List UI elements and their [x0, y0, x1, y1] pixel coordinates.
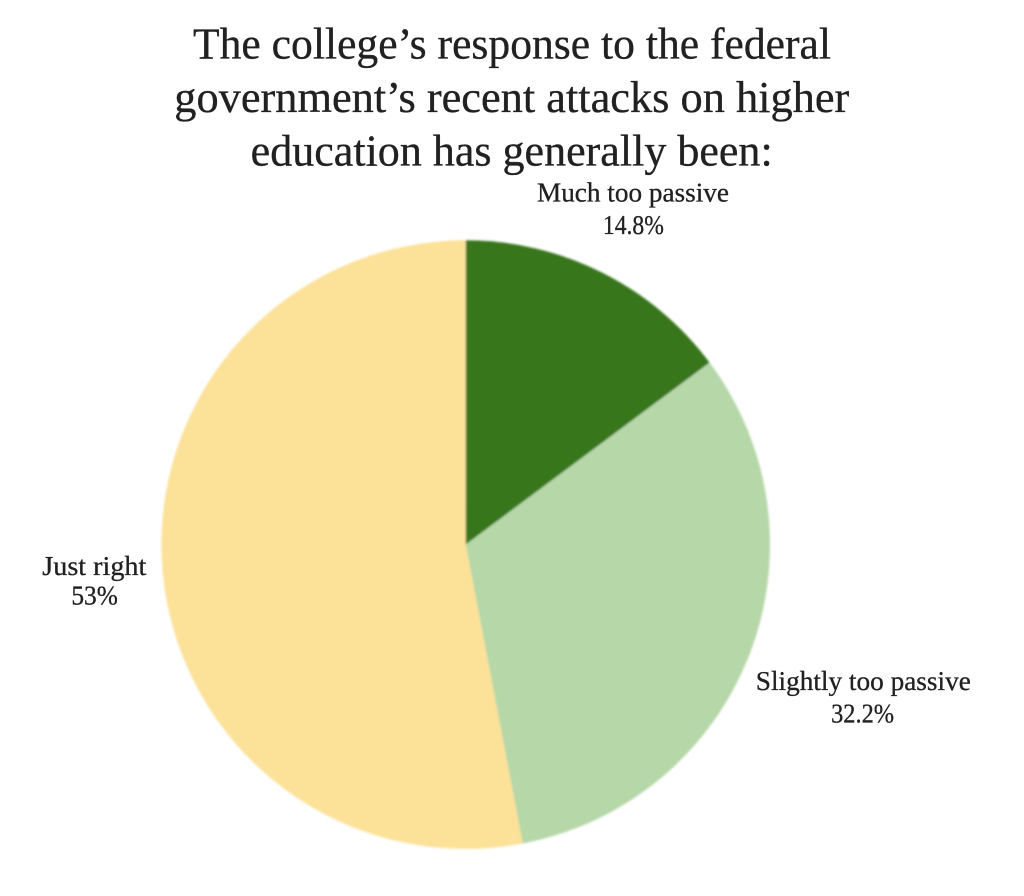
svg-text:32.2%: 32.2%: [831, 699, 894, 729]
svg-text:government’s recent attacks on: government’s recent attacks on higher: [174, 73, 849, 122]
svg-text:education has generally been:: education has generally been:: [251, 127, 773, 176]
svg-text:Slightly too passive: Slightly too passive: [756, 666, 971, 696]
svg-text:Much too passive: Much too passive: [537, 177, 729, 207]
svg-text:14.8%: 14.8%: [603, 210, 664, 240]
svg-text:Just right: Just right: [42, 551, 147, 581]
svg-text:53%: 53%: [71, 581, 118, 611]
svg-text:The college’s response to the: The college’s response to the federal: [193, 19, 831, 68]
